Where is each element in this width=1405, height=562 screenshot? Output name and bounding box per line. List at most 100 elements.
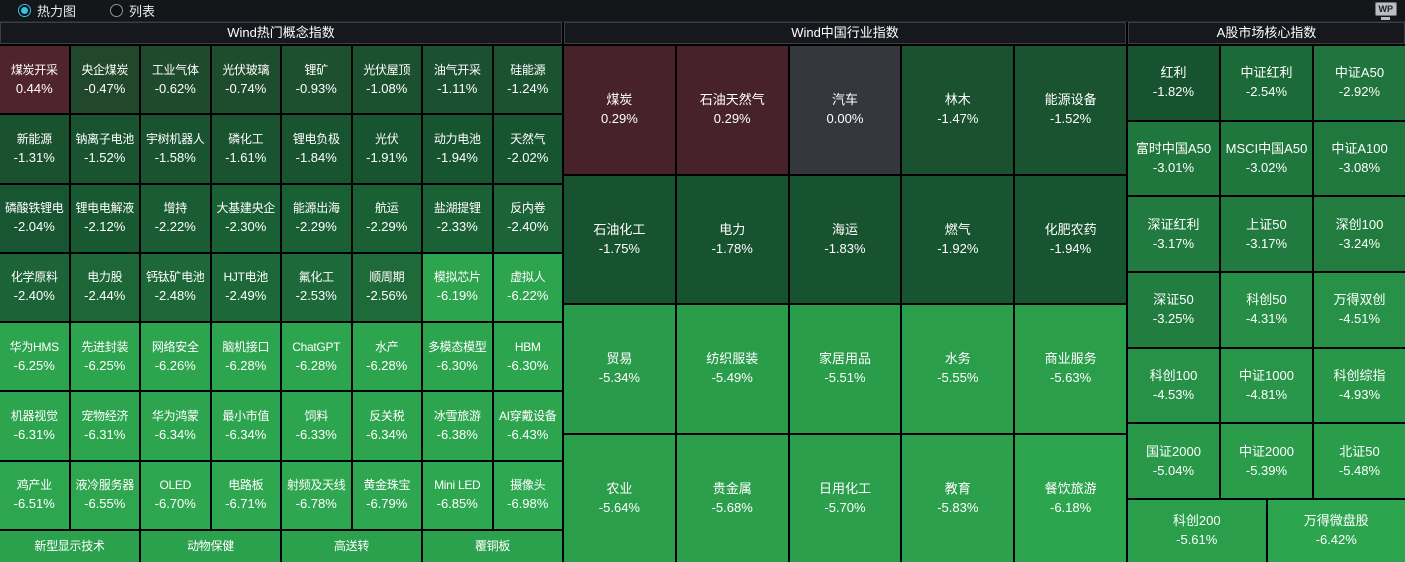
heatmap-cell[interactable]: 化学原料 -2.40% xyxy=(0,253,69,322)
heatmap-cell[interactable]: 上证50 -3.17% xyxy=(1221,197,1312,271)
heatmap-cell[interactable]: 钙钛矿电池 -2.48% xyxy=(141,253,210,322)
heatmap-cell[interactable]: 科创200 -5.61% xyxy=(1128,499,1266,562)
heatmap-cell[interactable]: 饲料 -6.33% xyxy=(282,392,351,460)
heatmap-cell[interactable]: 光伏玻璃 -0.74% xyxy=(211,46,280,114)
radio-heatmap[interactable]: 热力图 xyxy=(18,1,76,20)
heatmap-cell[interactable]: 深证50 -3.25% xyxy=(1128,272,1219,347)
heatmap-cell[interactable]: 科创100 -4.53% xyxy=(1128,348,1219,423)
heatmap-cell[interactable]: 硅能源 -1.24% xyxy=(493,46,562,114)
heatmap-cell[interactable]: 宇树机器人 -1.58% xyxy=(141,115,210,183)
heatmap-cell[interactable]: 万得双创 -4.51% xyxy=(1314,272,1405,347)
heatmap-cell[interactable]: 覆铜板 xyxy=(423,530,562,562)
heatmap-cell[interactable]: 化肥农药 -1.94% xyxy=(1015,175,1126,303)
heatmap-cell[interactable]: 反关税 -6.34% xyxy=(352,392,421,460)
heatmap-cell[interactable]: 增持 -2.22% xyxy=(141,184,210,252)
heatmap-cell[interactable]: 燃气 -1.92% xyxy=(902,175,1014,303)
heatmap-cell[interactable]: 教育 -5.83% xyxy=(902,434,1014,562)
heatmap-cell[interactable]: 脑机接口 -6.28% xyxy=(211,323,280,391)
heatmap-cell[interactable]: 先进封装 -6.25% xyxy=(70,323,139,391)
heatmap-cell[interactable]: 航运 -2.29% xyxy=(352,184,421,252)
heatmap-cell[interactable]: 电力 -1.78% xyxy=(676,175,788,303)
heatmap-cell[interactable]: 新能源 -1.31% xyxy=(0,115,69,183)
heatmap-cell[interactable]: MSCI中国A50 -3.02% xyxy=(1221,121,1312,196)
heatmap-cell[interactable]: 央企煤炭 -0.47% xyxy=(70,46,139,114)
heatmap-cell[interactable]: 电路板 -6.71% xyxy=(211,461,280,529)
heatmap-cell[interactable]: 射频及天线 -6.78% xyxy=(282,461,351,529)
heatmap-cell[interactable]: 中证红利 -2.54% xyxy=(1221,46,1312,120)
heatmap-cell[interactable]: 模拟芯片 -6.19% xyxy=(423,253,492,322)
heatmap-cell[interactable]: 中证1000 -4.81% xyxy=(1221,348,1312,423)
heatmap-cell[interactable]: 电力股 -2.44% xyxy=(70,253,139,322)
heatmap-cell[interactable]: 深证红利 -3.17% xyxy=(1128,197,1219,271)
heatmap-cell[interactable]: 农业 -5.64% xyxy=(564,434,675,562)
heatmap-cell[interactable]: 天然气 -2.02% xyxy=(493,115,562,183)
heatmap-cell[interactable]: 虚拟人 -6.22% xyxy=(493,253,562,322)
heatmap-cell[interactable]: 动物保健 xyxy=(141,530,280,562)
heatmap-cell[interactable]: 能源设备 -1.52% xyxy=(1015,46,1126,174)
heatmap-cell[interactable]: 盐湖提锂 -2.33% xyxy=(423,184,492,252)
heatmap-cell[interactable]: 顺周期 -2.56% xyxy=(352,253,421,322)
heatmap-cell[interactable]: 海运 -1.83% xyxy=(789,175,901,303)
heatmap-cell[interactable]: 锂电电解液 -2.12% xyxy=(70,184,139,252)
heatmap-cell[interactable]: ChatGPT -6.28% xyxy=(282,323,351,391)
heatmap-cell[interactable]: 高送转 xyxy=(282,530,421,562)
heatmap-cell[interactable]: HBM -6.30% xyxy=(493,323,562,391)
heatmap-cell[interactable]: 黄金珠宝 -6.79% xyxy=(352,461,421,529)
heatmap-cell[interactable]: 反内卷 -2.40% xyxy=(493,184,562,252)
heatmap-cell[interactable]: 石油化工 -1.75% xyxy=(564,175,675,303)
heatmap-cell[interactable]: 最小市值 -6.34% xyxy=(211,392,280,460)
heatmap-cell[interactable]: 家居用品 -5.51% xyxy=(789,305,901,433)
heatmap-cell[interactable]: 锂电负极 -1.84% xyxy=(282,115,351,183)
heatmap-cell[interactable]: 水产 -6.28% xyxy=(352,323,421,391)
heatmap-cell[interactable]: HJT电池 -2.49% xyxy=(211,253,280,322)
heatmap-cell[interactable]: 中证A50 -2.92% xyxy=(1314,46,1405,120)
heatmap-cell[interactable]: Mini LED -6.85% xyxy=(423,461,492,529)
heatmap-cell[interactable]: 煤炭开采 0.44% xyxy=(0,46,69,114)
wp-monitor-icon[interactable]: WP xyxy=(1374,1,1397,20)
heatmap-cell[interactable]: 商业服务 -5.63% xyxy=(1015,305,1126,433)
heatmap-cell[interactable]: 中证2000 -5.39% xyxy=(1221,424,1312,498)
heatmap-cell[interactable]: 动力电池 -1.94% xyxy=(423,115,492,183)
heatmap-cell[interactable]: 煤炭 0.29% xyxy=(564,46,675,174)
heatmap-cell[interactable]: AI穿戴设备 -6.43% xyxy=(493,392,562,460)
heatmap-cell[interactable]: 汽车 0.00% xyxy=(789,46,901,174)
heatmap-cell[interactable]: 科创综指 -4.93% xyxy=(1314,348,1405,423)
heatmap-cell[interactable]: 网络安全 -6.26% xyxy=(141,323,210,391)
heatmap-cell[interactable]: 北证50 -5.48% xyxy=(1314,424,1405,498)
heatmap-cell[interactable]: 石油天然气 0.29% xyxy=(676,46,788,174)
heatmap-cell[interactable]: 冰雪旅游 -6.38% xyxy=(423,392,492,460)
heatmap-cell[interactable]: 万得微盘股 -6.42% xyxy=(1267,499,1405,562)
heatmap-cell[interactable]: 新型显示技术 xyxy=(0,530,139,562)
heatmap-cell[interactable]: 科创50 -4.31% xyxy=(1221,272,1312,347)
heatmap-cell[interactable]: 鸡产业 -6.51% xyxy=(0,461,69,529)
heatmap-cell[interactable]: 林木 -1.47% xyxy=(902,46,1014,174)
heatmap-cell[interactable]: 纺织服装 -5.49% xyxy=(676,305,788,433)
heatmap-cell[interactable]: 氟化工 -2.53% xyxy=(282,253,351,322)
heatmap-cell[interactable]: 水务 -5.55% xyxy=(902,305,1014,433)
heatmap-cell[interactable]: 磷酸铁锂电 -2.04% xyxy=(0,184,69,252)
heatmap-cell[interactable]: 贵金属 -5.68% xyxy=(676,434,788,562)
heatmap-cell[interactable]: 华为HMS -6.25% xyxy=(0,323,69,391)
heatmap-cell[interactable]: 华为鸿蒙 -6.34% xyxy=(141,392,210,460)
heatmap-cell[interactable]: 钠离子电池 -1.52% xyxy=(70,115,139,183)
heatmap-cell[interactable]: 磷化工 -1.61% xyxy=(211,115,280,183)
heatmap-cell[interactable]: 日用化工 -5.70% xyxy=(789,434,901,562)
heatmap-cell[interactable]: 富时中国A50 -3.01% xyxy=(1128,121,1219,196)
heatmap-cell[interactable]: 贸易 -5.34% xyxy=(564,305,675,433)
heatmap-cell[interactable]: 工业气体 -0.62% xyxy=(141,46,210,114)
heatmap-cell[interactable]: 餐饮旅游 -6.18% xyxy=(1015,434,1126,562)
heatmap-cell[interactable]: 光伏 -1.91% xyxy=(352,115,421,183)
heatmap-cell[interactable]: 液冷服务器 -6.55% xyxy=(70,461,139,529)
heatmap-cell[interactable]: 光伏屋顶 -1.08% xyxy=(352,46,421,114)
heatmap-cell[interactable]: 大基建央企 -2.30% xyxy=(211,184,280,252)
heatmap-cell[interactable]: 国证2000 -5.04% xyxy=(1128,424,1219,498)
heatmap-cell[interactable]: OLED -6.70% xyxy=(141,461,210,529)
heatmap-cell[interactable]: 机器视觉 -6.31% xyxy=(0,392,69,460)
heatmap-cell[interactable]: 中证A100 -3.08% xyxy=(1314,121,1405,196)
radio-list[interactable]: 列表 xyxy=(110,1,155,20)
heatmap-cell[interactable]: 宠物经济 -6.31% xyxy=(70,392,139,460)
heatmap-cell[interactable]: 深创100 -3.24% xyxy=(1314,197,1405,271)
heatmap-cell[interactable]: 红利 -1.82% xyxy=(1128,46,1219,120)
heatmap-cell[interactable]: 多模态模型 -6.30% xyxy=(423,323,492,391)
heatmap-cell[interactable]: 油气开采 -1.11% xyxy=(423,46,492,114)
